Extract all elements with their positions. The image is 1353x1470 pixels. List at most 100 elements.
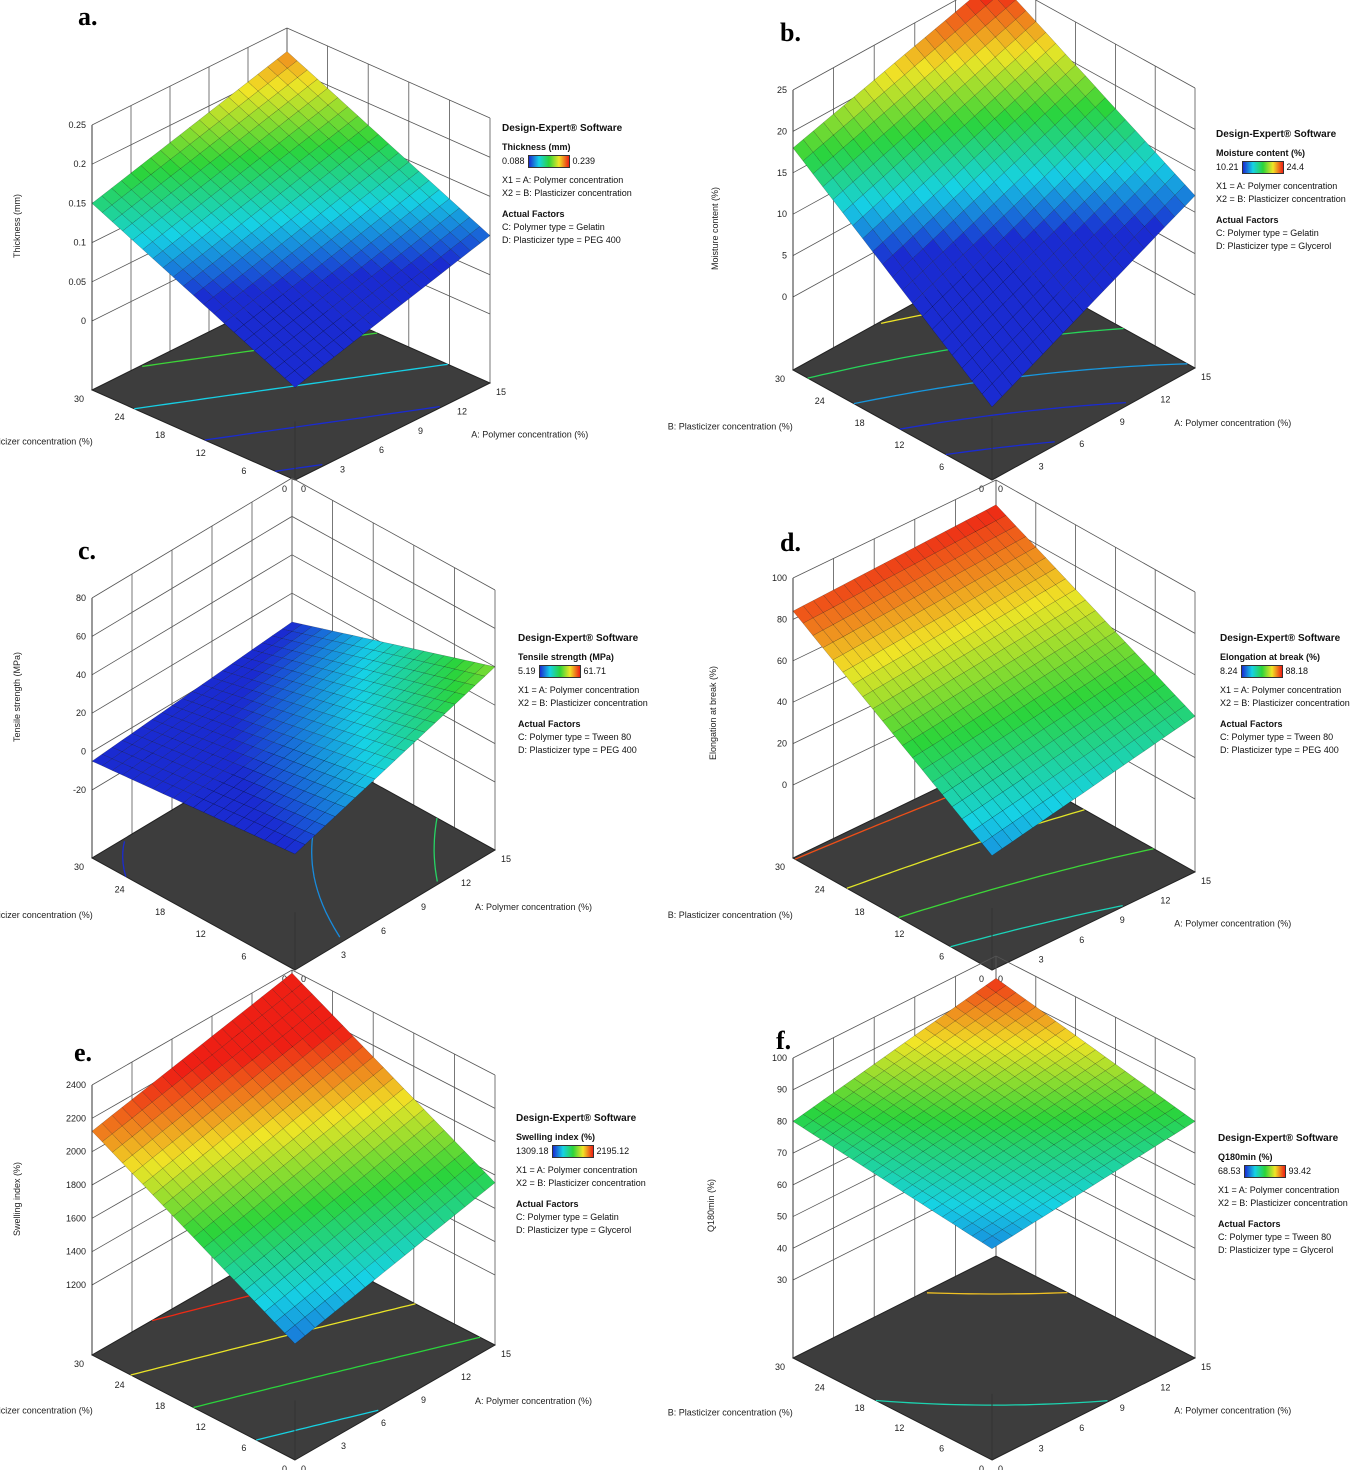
surface-cell bbox=[343, 722, 365, 735]
surface-cell bbox=[393, 657, 415, 669]
surface-plot-a: 0 0.05 0.1 0.15 0.2 0.25 0 3 6 9 12 15 0 6 12 18 24 30 A: … bbox=[0, 27, 588, 494]
surface-cell bbox=[1094, 1070, 1116, 1085]
surface-cell bbox=[1044, 634, 1066, 653]
z-tick-labels-a: 0 0.05 0.1 0.15 0.2 0.25 0 3 6 9 12 15 0 6 12 18 24 30 A: … bbox=[0, 120, 588, 494]
response-surface-b bbox=[792, 0, 1196, 408]
surface-cell bbox=[101, 1114, 123, 1135]
surface-cell bbox=[203, 1239, 225, 1260]
panel-label-d: d. bbox=[780, 528, 801, 557]
factor-c-d: C: Polymer type = Tween 80 bbox=[1220, 732, 1334, 742]
surface-cell bbox=[359, 191, 381, 210]
grid-line bbox=[995, 955, 1196, 1059]
surface-cell bbox=[283, 1194, 305, 1214]
surface-cell bbox=[972, 749, 994, 769]
x1-label-b: X1 = A: Polymer concentration bbox=[1216, 181, 1338, 191]
surface-cell bbox=[274, 1295, 296, 1315]
surface-cell bbox=[1032, 1203, 1054, 1218]
surface-cell bbox=[351, 266, 373, 285]
surface-cell bbox=[182, 278, 204, 296]
surface-cell bbox=[943, 608, 965, 627]
surface-cell bbox=[332, 642, 354, 654]
surface-cell bbox=[992, 791, 1014, 812]
surface-cell bbox=[424, 686, 446, 700]
z-tick-label: 90 bbox=[777, 1085, 787, 1095]
surface-cell bbox=[231, 666, 253, 678]
z-tick-label: 25 bbox=[777, 85, 787, 95]
surface-cell bbox=[302, 665, 324, 677]
response-title-e: Swelling index (%) bbox=[516, 1132, 596, 1142]
surface-cell bbox=[1104, 631, 1126, 649]
surface-cell bbox=[434, 689, 456, 702]
surface-cell bbox=[1033, 241, 1055, 265]
z-tick-label: 60 bbox=[777, 656, 787, 666]
surface-cell bbox=[213, 305, 235, 324]
surface-cell bbox=[1133, 226, 1155, 249]
surface-cell bbox=[1004, 59, 1026, 81]
actual-factors-c: Actual Factors bbox=[518, 719, 581, 729]
surface-cell bbox=[169, 134, 191, 153]
z-axis-title-f: Q180min (%) bbox=[706, 1178, 716, 1232]
surface-cell bbox=[964, 1048, 986, 1064]
surface-cell bbox=[91, 1122, 113, 1143]
surface-cell bbox=[942, 1144, 964, 1159]
surface-cell bbox=[974, 86, 996, 108]
surface-cell bbox=[233, 324, 255, 342]
surface-cell bbox=[1032, 801, 1054, 822]
surface-cell bbox=[223, 1242, 245, 1262]
surface-cell bbox=[304, 355, 325, 373]
x2-label-b: X2 = B: Plasticizer concentration bbox=[1216, 194, 1346, 204]
surface-cell bbox=[1143, 1133, 1165, 1148]
surface-cell bbox=[1054, 1097, 1076, 1112]
surface-cell bbox=[921, 1197, 943, 1211]
surface-cell bbox=[863, 1091, 885, 1106]
surface-cell bbox=[962, 719, 984, 739]
color-gradient-f bbox=[1243, 1165, 1286, 1178]
surface-cell bbox=[252, 1144, 274, 1164]
surface-cell bbox=[323, 1162, 345, 1182]
legend-b: Design-Expert® Software Moisture content… bbox=[1216, 128, 1346, 253]
contour-line bbox=[926, 1291, 1068, 1295]
y-tick-label: 0 bbox=[282, 974, 287, 984]
color-max-e: 2195.12 bbox=[596, 1146, 630, 1156]
surface-cell bbox=[1164, 712, 1186, 731]
surface-cell bbox=[362, 292, 383, 311]
surface-cell bbox=[223, 1261, 245, 1281]
surface-cell bbox=[172, 1152, 194, 1172]
surface-cell bbox=[1114, 119, 1136, 141]
x-tick-label: 6 bbox=[1079, 439, 1084, 449]
color-min-f: 68.53 bbox=[1218, 1166, 1241, 1176]
y-tick-label: 30 bbox=[74, 862, 84, 872]
z-tick-label: 0.25 bbox=[68, 120, 86, 130]
surface-cell bbox=[324, 1292, 346, 1312]
surface-cell bbox=[832, 1139, 854, 1154]
surface-cell bbox=[314, 812, 336, 827]
surface-cell bbox=[1035, 32, 1057, 53]
software-label-e: Design-Expert® Software bbox=[516, 1113, 637, 1124]
contour-line bbox=[875, 1399, 1108, 1406]
y-tick-label: 6 bbox=[241, 1443, 246, 1453]
response-surface-e bbox=[91, 972, 496, 1345]
surface-cell bbox=[233, 1253, 255, 1273]
surface-cell bbox=[1005, 0, 1027, 20]
surface-cell bbox=[984, 36, 1006, 58]
surface-cell bbox=[423, 664, 445, 676]
x-tick-label: 0 bbox=[301, 1464, 306, 1470]
y-tick-label: 30 bbox=[775, 862, 785, 872]
x-tick-label: 9 bbox=[421, 1395, 426, 1405]
x-axis-title: A: Polymer concentration (%) bbox=[475, 1396, 592, 1406]
surface-cell bbox=[1114, 658, 1136, 677]
surface-cell bbox=[1024, 81, 1046, 103]
grid-line bbox=[91, 554, 293, 676]
color-min-b: 10.21 bbox=[1216, 162, 1239, 172]
software-label-b: Design-Expert® Software bbox=[1216, 129, 1337, 140]
surface-cell bbox=[842, 203, 864, 227]
response-title-c: Tensile strength (MPa) bbox=[518, 652, 614, 662]
x-tick-label: 12 bbox=[1160, 394, 1170, 404]
y-tick-label: 12 bbox=[196, 448, 206, 458]
y-tick-label: 24 bbox=[115, 412, 125, 422]
surface-cell bbox=[1014, 111, 1036, 133]
surface-cell bbox=[292, 684, 314, 696]
surface-cell bbox=[1083, 749, 1105, 768]
surface-cell bbox=[172, 269, 194, 287]
